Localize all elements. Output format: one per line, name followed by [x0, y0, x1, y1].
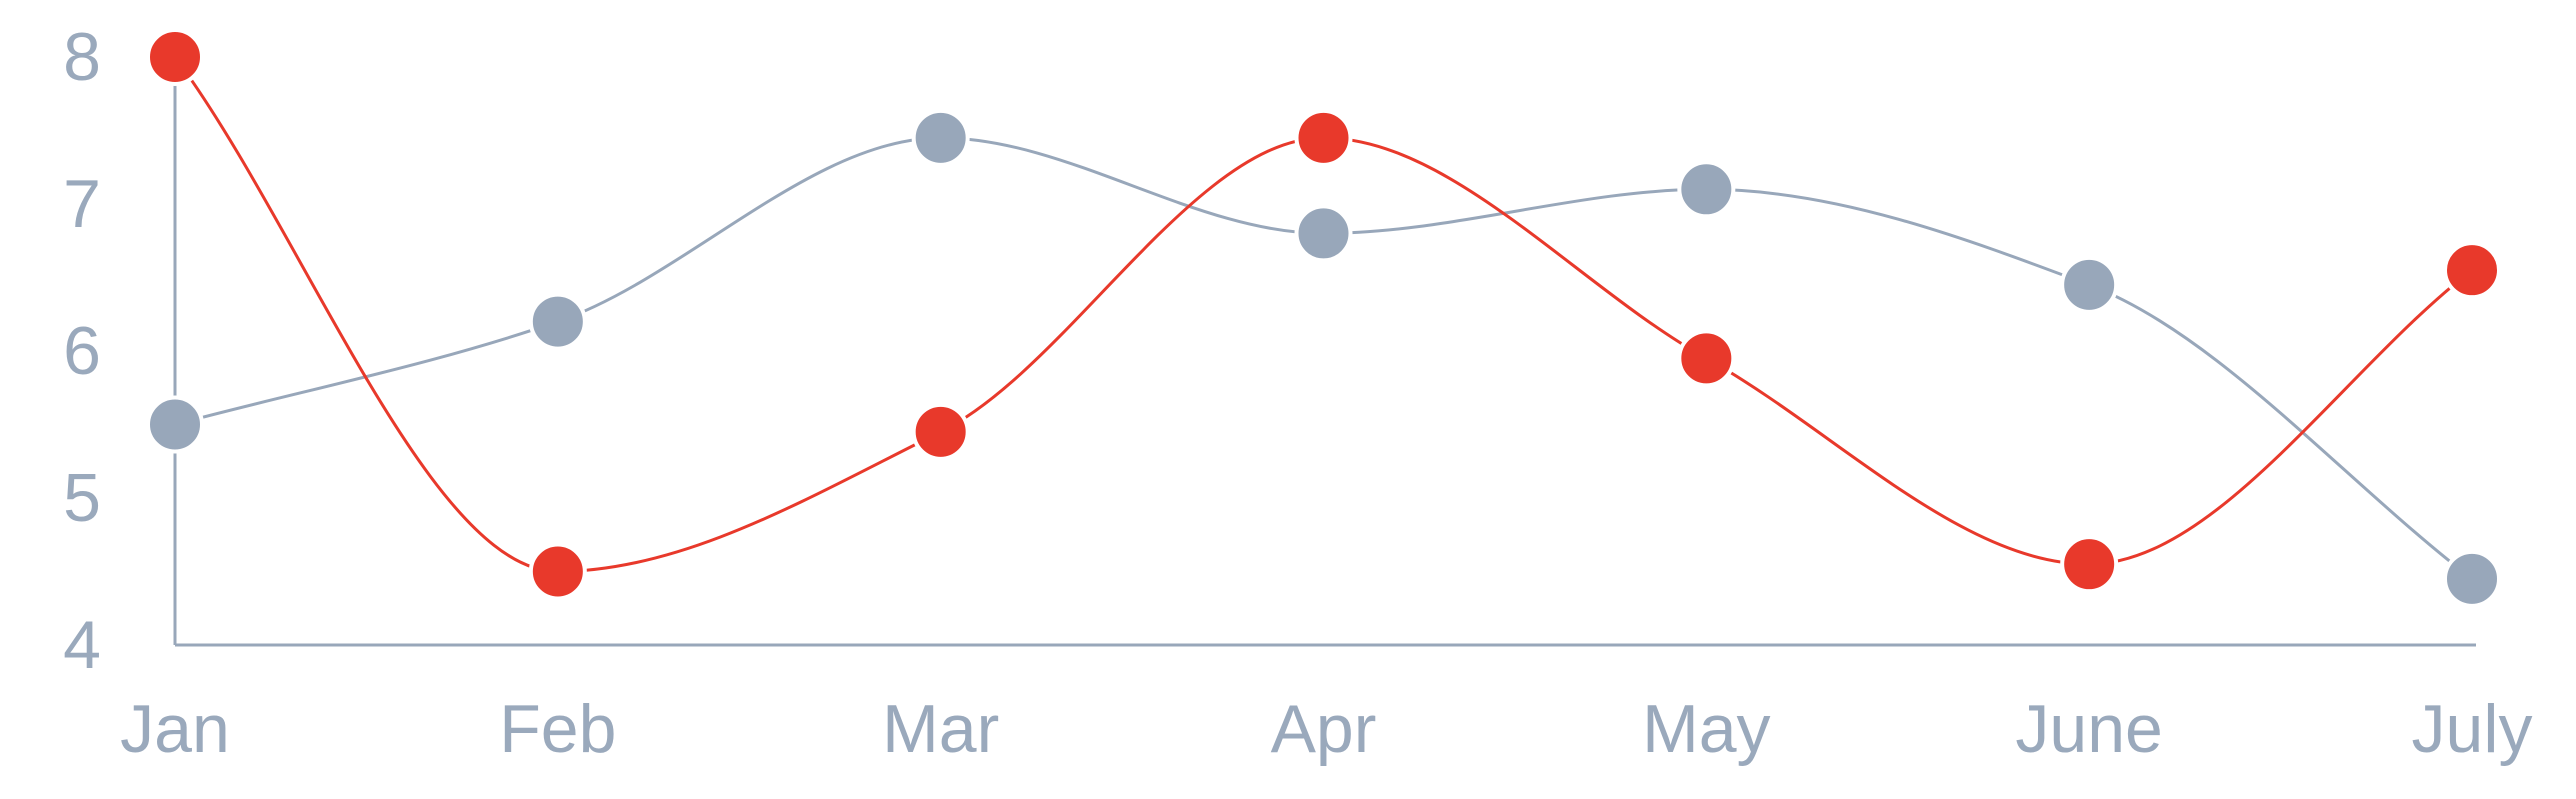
series-2-point-jan: [146, 395, 204, 454]
series-2-point-july: [2443, 549, 2501, 608]
series-1-point-june: [2060, 535, 2119, 594]
x-tick-label-july: July: [2412, 691, 2533, 767]
y-tick-labels: 4 5 6 7 8: [63, 19, 101, 683]
x-tick-label-apr: Apr: [1271, 691, 1377, 767]
series-1-point-apr: [1294, 108, 1353, 167]
series-2-point-may: [1677, 160, 1736, 219]
y-tick-label-6: 6: [63, 313, 101, 389]
series-2-line: [174, 136, 2473, 581]
x-tick-label-june: June: [2015, 691, 2162, 767]
y-tick-label-7: 7: [63, 166, 101, 242]
series-1-point-may: [1677, 329, 1736, 388]
x-tick-labels: Jan Feb Mar Apr May June July: [120, 691, 2532, 767]
series-points: [146, 28, 2501, 608]
series-1-point-july: [2443, 241, 2501, 300]
series-2-point-feb: [528, 292, 587, 351]
series-1-point-feb: [528, 542, 587, 601]
axes: [173, 57, 2476, 647]
x-tick-label-mar: Mar: [882, 691, 999, 767]
y-tick-label-5: 5: [63, 460, 101, 536]
x-tick-label-may: May: [1642, 691, 1770, 767]
series-2-point-june: [2060, 255, 2119, 314]
y-tick-label-8: 8: [63, 19, 101, 95]
series-1-point-mar: [911, 402, 970, 461]
y-tick-label-4: 4: [63, 607, 101, 683]
x-tick-label-jan: Jan: [120, 691, 230, 767]
series-2-point-apr: [1294, 204, 1353, 263]
series-2-point-mar: [911, 108, 970, 167]
x-tick-label-feb: Feb: [499, 691, 616, 767]
series-1-point-jan: [146, 28, 204, 86]
